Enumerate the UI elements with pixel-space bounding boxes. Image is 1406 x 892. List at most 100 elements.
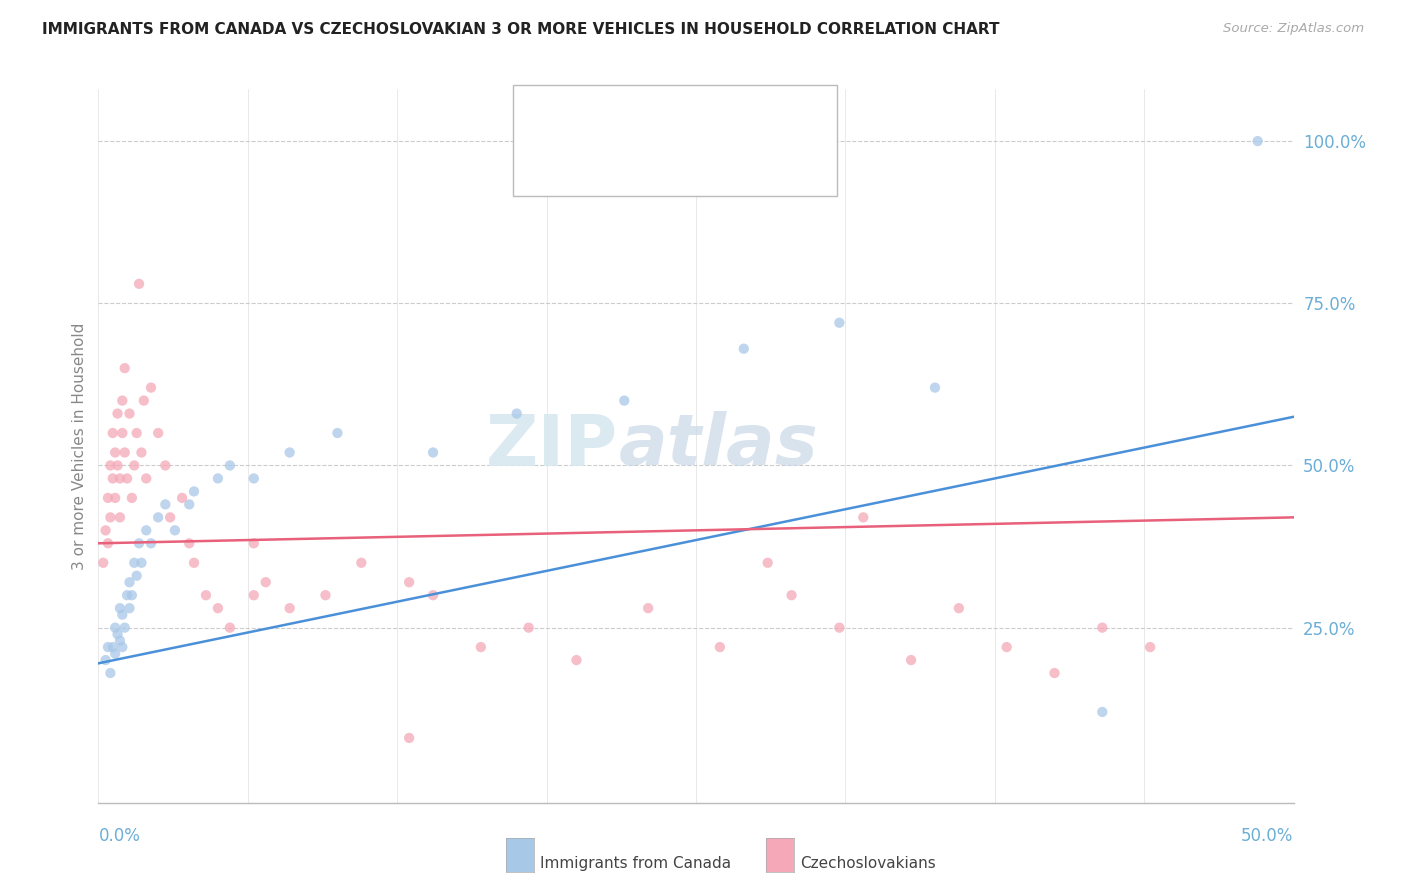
Point	[470, 640, 492, 654]
Point	[118, 407, 141, 421]
Point	[114, 621, 136, 635]
Point	[104, 491, 127, 505]
Text: Czechoslovakians: Czechoslovakians	[800, 856, 936, 871]
Text: 0.0%: 0.0%	[98, 827, 141, 845]
Text: atlas: atlas	[619, 411, 818, 481]
Point	[98, 666, 122, 681]
Point	[97, 640, 120, 654]
Point	[900, 653, 922, 667]
Point	[828, 621, 851, 635]
Text: ZIP: ZIP	[486, 411, 619, 481]
Point	[163, 524, 186, 538]
Point	[398, 575, 420, 590]
Point	[104, 445, 127, 459]
Point	[194, 588, 217, 602]
Point	[114, 445, 136, 459]
Point	[94, 524, 117, 538]
Point	[101, 425, 124, 440]
Point	[148, 510, 170, 524]
Point	[1043, 666, 1066, 681]
Y-axis label: 3 or more Vehicles in Household: 3 or more Vehicles in Household	[72, 322, 87, 570]
Point	[948, 601, 970, 615]
Point	[350, 556, 373, 570]
Point	[139, 536, 162, 550]
Text: Immigrants from Canada: Immigrants from Canada	[540, 856, 731, 871]
Point	[733, 342, 755, 356]
Point	[155, 497, 177, 511]
Point	[121, 588, 143, 602]
Point	[131, 556, 153, 570]
Text: N =: N =	[650, 112, 686, 129]
Point	[756, 556, 779, 570]
Point	[398, 731, 420, 745]
Text: 0.497: 0.497	[598, 112, 651, 129]
Point	[613, 393, 636, 408]
Point	[111, 393, 134, 408]
Point	[219, 621, 242, 635]
Point	[709, 640, 731, 654]
Point	[121, 491, 143, 505]
Point	[179, 536, 201, 550]
Point	[278, 445, 301, 459]
Point	[124, 458, 146, 473]
Point	[108, 601, 131, 615]
Point	[1246, 134, 1268, 148]
Point	[125, 568, 148, 582]
Point	[107, 627, 129, 641]
Point	[637, 601, 659, 615]
Point	[243, 588, 266, 602]
Point	[135, 524, 157, 538]
Point	[104, 621, 127, 635]
Point	[422, 445, 444, 459]
Point	[565, 653, 588, 667]
Point	[124, 556, 146, 570]
Text: Source: ZipAtlas.com: Source: ZipAtlas.com	[1223, 22, 1364, 36]
Point	[506, 407, 529, 421]
Point	[98, 458, 122, 473]
Point	[148, 425, 170, 440]
Point	[995, 640, 1018, 654]
Point	[1139, 640, 1161, 654]
Point	[94, 653, 117, 667]
Text: R =: R =	[568, 138, 605, 156]
Point	[128, 277, 150, 291]
Point	[172, 491, 194, 505]
Point	[207, 471, 229, 485]
Point	[326, 425, 349, 440]
Point	[278, 601, 301, 615]
Point	[179, 497, 201, 511]
Point	[111, 640, 134, 654]
Point	[1091, 705, 1114, 719]
Point	[219, 458, 242, 473]
Text: R =: R =	[568, 112, 605, 129]
Point	[107, 458, 129, 473]
Point	[114, 361, 136, 376]
Point	[101, 640, 124, 654]
Point	[131, 445, 153, 459]
Point	[108, 510, 131, 524]
Text: 50.0%: 50.0%	[1241, 827, 1294, 845]
Point	[115, 471, 138, 485]
Point	[108, 633, 131, 648]
Point	[139, 381, 162, 395]
Point	[104, 647, 127, 661]
Point	[243, 536, 266, 550]
Point	[91, 556, 114, 570]
Point	[111, 607, 134, 622]
Point	[1091, 621, 1114, 635]
Point	[315, 588, 337, 602]
Point	[183, 556, 205, 570]
Text: 40: 40	[679, 112, 702, 129]
Point	[243, 471, 266, 485]
Point	[125, 425, 148, 440]
Point	[97, 536, 120, 550]
Text: N =: N =	[650, 138, 686, 156]
Point	[780, 588, 803, 602]
Point	[852, 510, 875, 524]
Point	[132, 393, 155, 408]
Point	[254, 575, 277, 590]
Point	[108, 471, 131, 485]
Point	[422, 588, 444, 602]
Point	[118, 575, 141, 590]
Text: IMMIGRANTS FROM CANADA VS CZECHOSLOVAKIAN 3 OR MORE VEHICLES IN HOUSEHOLD CORREL: IMMIGRANTS FROM CANADA VS CZECHOSLOVAKIA…	[42, 22, 1000, 37]
